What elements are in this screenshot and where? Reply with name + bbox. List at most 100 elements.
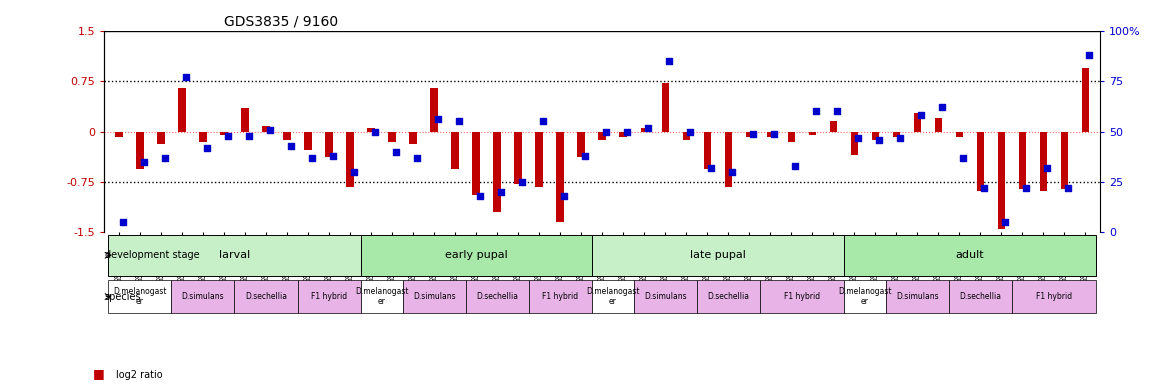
- Bar: [682, 132, 690, 140]
- Point: [723, 169, 741, 175]
- Text: D.melanogast
er: D.melanogast er: [113, 287, 167, 306]
- Point: [534, 118, 552, 124]
- Text: species: species: [104, 291, 141, 301]
- Bar: [725, 132, 732, 187]
- Bar: [199, 132, 206, 142]
- Point: [302, 155, 321, 161]
- Bar: [893, 132, 900, 137]
- Text: D.simulans: D.simulans: [182, 292, 225, 301]
- Bar: [346, 132, 353, 187]
- Bar: [661, 83, 669, 132]
- Text: late pupal: late pupal: [690, 250, 746, 260]
- Text: ■: ■: [93, 367, 104, 380]
- Point: [176, 74, 195, 80]
- Point: [344, 169, 362, 175]
- Point: [470, 193, 489, 199]
- FancyBboxPatch shape: [403, 280, 466, 313]
- Text: log2 ratio: log2 ratio: [116, 370, 162, 380]
- Text: GDS3835 / 9160: GDS3835 / 9160: [223, 14, 338, 28]
- Point: [491, 189, 510, 195]
- Point: [428, 116, 447, 122]
- Text: D.sechellia: D.sechellia: [245, 292, 287, 301]
- Bar: [704, 132, 711, 169]
- Bar: [137, 132, 144, 169]
- Bar: [535, 132, 543, 187]
- Bar: [746, 132, 753, 137]
- FancyBboxPatch shape: [844, 235, 1095, 276]
- Point: [387, 149, 405, 155]
- Text: F1 hybrid: F1 hybrid: [542, 292, 578, 301]
- Bar: [388, 132, 396, 142]
- Bar: [431, 88, 438, 132]
- Bar: [620, 132, 626, 137]
- Point: [681, 129, 699, 135]
- Bar: [241, 108, 249, 132]
- Bar: [872, 132, 879, 140]
- Bar: [914, 113, 921, 132]
- Point: [576, 153, 594, 159]
- Bar: [1019, 132, 1026, 189]
- FancyBboxPatch shape: [844, 280, 886, 313]
- Bar: [1040, 132, 1047, 191]
- Point: [219, 132, 237, 139]
- Point: [596, 129, 615, 135]
- FancyBboxPatch shape: [528, 280, 592, 313]
- FancyBboxPatch shape: [109, 280, 171, 313]
- Bar: [178, 88, 185, 132]
- FancyBboxPatch shape: [697, 280, 760, 313]
- Bar: [325, 132, 332, 157]
- Point: [408, 155, 426, 161]
- Text: larval: larval: [219, 250, 250, 260]
- Point: [240, 132, 258, 139]
- Point: [366, 129, 384, 135]
- Text: D.melanogast
er: D.melanogast er: [586, 287, 639, 306]
- Point: [1017, 185, 1035, 191]
- Bar: [514, 132, 522, 184]
- FancyBboxPatch shape: [360, 280, 403, 313]
- Bar: [452, 132, 459, 169]
- FancyBboxPatch shape: [1012, 280, 1095, 313]
- Bar: [1061, 132, 1068, 189]
- Text: D.sechellia: D.sechellia: [708, 292, 749, 301]
- FancyBboxPatch shape: [360, 235, 592, 276]
- Point: [1058, 185, 1077, 191]
- Text: D.simulans: D.simulans: [644, 292, 687, 301]
- Bar: [284, 132, 291, 140]
- Point: [197, 145, 215, 151]
- Point: [954, 155, 973, 161]
- Point: [660, 58, 679, 64]
- Bar: [116, 132, 123, 137]
- Point: [785, 163, 804, 169]
- Text: D.sechellia: D.sechellia: [959, 292, 1002, 301]
- Text: D.melanogast
er: D.melanogast er: [838, 287, 892, 306]
- Bar: [955, 132, 963, 137]
- Bar: [1082, 68, 1089, 132]
- FancyBboxPatch shape: [592, 280, 633, 313]
- Bar: [472, 132, 479, 195]
- FancyBboxPatch shape: [948, 280, 1012, 313]
- Text: F1 hybrid: F1 hybrid: [312, 292, 347, 301]
- Bar: [829, 121, 837, 132]
- Text: F1 hybrid: F1 hybrid: [784, 292, 820, 301]
- Point: [702, 165, 720, 171]
- Point: [134, 159, 153, 165]
- Text: D.sechellia: D.sechellia: [476, 292, 518, 301]
- Point: [743, 131, 762, 137]
- Bar: [640, 128, 647, 132]
- Point: [807, 108, 826, 114]
- Bar: [599, 132, 606, 140]
- Bar: [808, 132, 816, 135]
- Point: [113, 219, 132, 225]
- Point: [323, 153, 342, 159]
- Text: F1 hybrid: F1 hybrid: [1035, 292, 1072, 301]
- Bar: [976, 132, 984, 191]
- Point: [513, 179, 532, 185]
- Text: early pupal: early pupal: [445, 250, 507, 260]
- FancyBboxPatch shape: [298, 280, 360, 313]
- Bar: [410, 132, 417, 144]
- Text: adult: adult: [955, 250, 984, 260]
- Text: D.melanogast
er: D.melanogast er: [354, 287, 409, 306]
- FancyBboxPatch shape: [109, 235, 360, 276]
- Text: D.simulans: D.simulans: [896, 292, 939, 301]
- Point: [828, 108, 846, 114]
